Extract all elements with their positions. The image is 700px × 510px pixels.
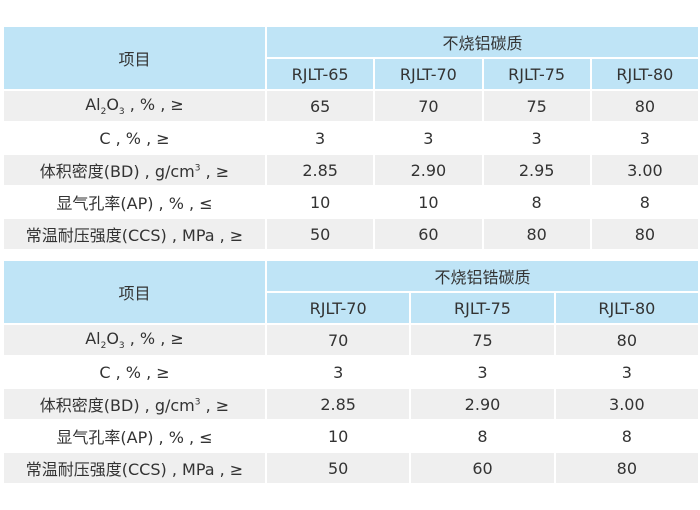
data-row: 显气孔率(AP) , % , ≤10 8 8 bbox=[2, 419, 700, 453]
label-part: Al bbox=[85, 328, 101, 348]
data-row: Al2O3 , % , ≥65 70 75 80 bbox=[2, 89, 700, 123]
label-part: 2 bbox=[100, 107, 107, 118]
label-part: 显气孔率(AP) , % , ≤ bbox=[56, 428, 213, 447]
label-part: O bbox=[106, 328, 119, 348]
corner-cell: 项目 bbox=[2, 259, 267, 325]
header-row: RJLT-70 RJLT-75 RJLT-80 bbox=[3, 291, 700, 325]
cell: 2.85 bbox=[264, 387, 412, 421]
cell: 8 bbox=[409, 419, 556, 453]
label-part: , ≥ bbox=[200, 162, 230, 181]
cell: 80 bbox=[481, 217, 592, 251]
data-table: 项目 不烧铝锆碳质 RJLT-70 RJLT-75 RJLT-80 Al2O3 , % ,… bbox=[2, 259, 700, 485]
cell: 10 bbox=[264, 185, 376, 219]
label-part: 体积密度(BD) , g/cm bbox=[39, 162, 195, 181]
cell: 3 bbox=[264, 355, 412, 389]
row-label: 显气孔率(AP) , % , ≤ bbox=[2, 185, 267, 219]
label-part: , % , ≥ bbox=[124, 328, 184, 348]
header-row: 项目 不烧铝锆碳质 bbox=[2, 259, 700, 325]
row-label: 常温耐压强度(CCS) , MPa , ≥ bbox=[2, 451, 267, 485]
group-header: 不烧铝碳质 bbox=[265, 25, 700, 59]
data-row: 显气孔率(AP) , % , ≤10 10 8 8 bbox=[2, 185, 700, 219]
cell: 3 bbox=[589, 121, 700, 155]
row-label: 显气孔率(AP) , % , ≤ bbox=[2, 419, 267, 453]
label-part: 3 bbox=[118, 341, 125, 352]
column-header: RJLT-80 bbox=[589, 57, 700, 91]
cell: 75 bbox=[481, 89, 592, 123]
label-part: C , % , ≥ bbox=[99, 362, 170, 382]
cell: 60 bbox=[373, 217, 484, 251]
label-part: 3 bbox=[194, 397, 201, 408]
cell: 60 bbox=[409, 451, 556, 485]
corner-cell: 项目 bbox=[2, 25, 267, 91]
cell: 80 bbox=[553, 451, 700, 485]
row-label: Al2O3 , % , ≥ bbox=[2, 323, 267, 357]
cell: 8 bbox=[481, 185, 592, 219]
data-row: 常温耐压强度(CCS) , MPa , ≥50 60 80 80 bbox=[2, 217, 700, 251]
data-row: C , % , ≥3 3 3 3 bbox=[2, 121, 700, 155]
label-part: O bbox=[106, 94, 119, 114]
label-part: 3 bbox=[118, 107, 125, 118]
row-label: C , % , ≥ bbox=[2, 355, 267, 389]
cell: 2.85 bbox=[264, 153, 376, 187]
cell: 2.90 bbox=[409, 387, 556, 421]
column-header: RJLT-65 bbox=[264, 57, 376, 91]
cell: 50 bbox=[264, 217, 376, 251]
row-label: 体积密度(BD) , g/cm3 , ≥ bbox=[2, 387, 267, 421]
cell: 3.00 bbox=[589, 153, 700, 187]
cell: 8 bbox=[553, 419, 700, 453]
header-row: RJLT-65 RJLT-70 RJLT-75 RJLT-80 bbox=[3, 57, 700, 91]
label-part: , % , ≥ bbox=[124, 94, 184, 114]
cell: 80 bbox=[589, 217, 700, 251]
cell: 10 bbox=[264, 419, 412, 453]
cell: 80 bbox=[589, 89, 700, 123]
label-part: 3 bbox=[194, 163, 201, 174]
cell: 2.90 bbox=[373, 153, 484, 187]
cell: 3 bbox=[553, 355, 700, 389]
cell: 10 bbox=[373, 185, 484, 219]
row-label: Al2O3 , % , ≥ bbox=[2, 89, 267, 123]
label-part: Al bbox=[85, 94, 101, 114]
cell: 8 bbox=[589, 185, 700, 219]
data-row: 常温耐压强度(CCS) , MPa , ≥ 50 60 80 bbox=[2, 451, 700, 485]
cell: 2.95 bbox=[481, 153, 592, 187]
header-row: 项目 不烧铝碳质 bbox=[2, 25, 700, 91]
row-label: 体积密度(BD) , g/cm3 , ≥ bbox=[2, 153, 267, 187]
label-part: 2 bbox=[100, 341, 107, 352]
cell: 75 bbox=[409, 323, 556, 357]
column-header: RJLT-70 bbox=[373, 57, 484, 91]
label-part: , ≥ bbox=[200, 396, 230, 415]
data-row: 体积密度(BD) , g/cm3 , ≥2.85 2.90 2.95 3.00 bbox=[2, 153, 700, 187]
label-part: 体积密度(BD) , g/cm bbox=[39, 396, 195, 415]
data-row: 体积密度(BD) , g/cm3 , ≥2.85 2.90 3.00 bbox=[2, 387, 700, 421]
column-header: RJLT-80 bbox=[553, 291, 700, 325]
cell: 3 bbox=[264, 121, 376, 155]
column-header: RJLT-75 bbox=[481, 57, 592, 91]
cell: 65 bbox=[264, 89, 376, 123]
cell: 3.00 bbox=[553, 387, 700, 421]
row-label: C , % , ≥ bbox=[2, 121, 267, 155]
cell: 3 bbox=[409, 355, 556, 389]
column-header: RJLT-75 bbox=[409, 291, 556, 325]
cell: 50 bbox=[264, 451, 412, 485]
row-label: 常温耐压强度(CCS) , MPa , ≥ bbox=[2, 217, 267, 251]
cell: 3 bbox=[373, 121, 484, 155]
cell: 70 bbox=[373, 89, 484, 123]
column-header: RJLT-70 bbox=[264, 291, 412, 325]
tables: 项目 不烧铝碳质 RJLT-65 RJLT-70 RJLT-75 RJLT-80 Al2O3… bbox=[2, 25, 700, 493]
label-part: 常温耐压强度(CCS) , MPa , ≥ bbox=[25, 226, 244, 245]
label-part: 显气孔率(AP) , % , ≤ bbox=[56, 194, 213, 213]
data-table: 项目 不烧铝碳质 RJLT-65 RJLT-70 RJLT-75 RJLT-80 Al2O3… bbox=[2, 25, 700, 251]
label-part: 常温耐压强度(CCS) , MPa , ≥ bbox=[25, 460, 244, 479]
cell: 80 bbox=[553, 323, 700, 357]
cell: 3 bbox=[481, 121, 592, 155]
group-header: 不烧铝锆碳质 bbox=[265, 259, 700, 293]
cell: 70 bbox=[264, 323, 412, 357]
data-row: Al2O3 , % , ≥70 75 80 bbox=[2, 323, 700, 357]
label-part: C , % , ≥ bbox=[99, 128, 170, 148]
data-row: C , % , ≥3 3 3 bbox=[2, 355, 700, 389]
